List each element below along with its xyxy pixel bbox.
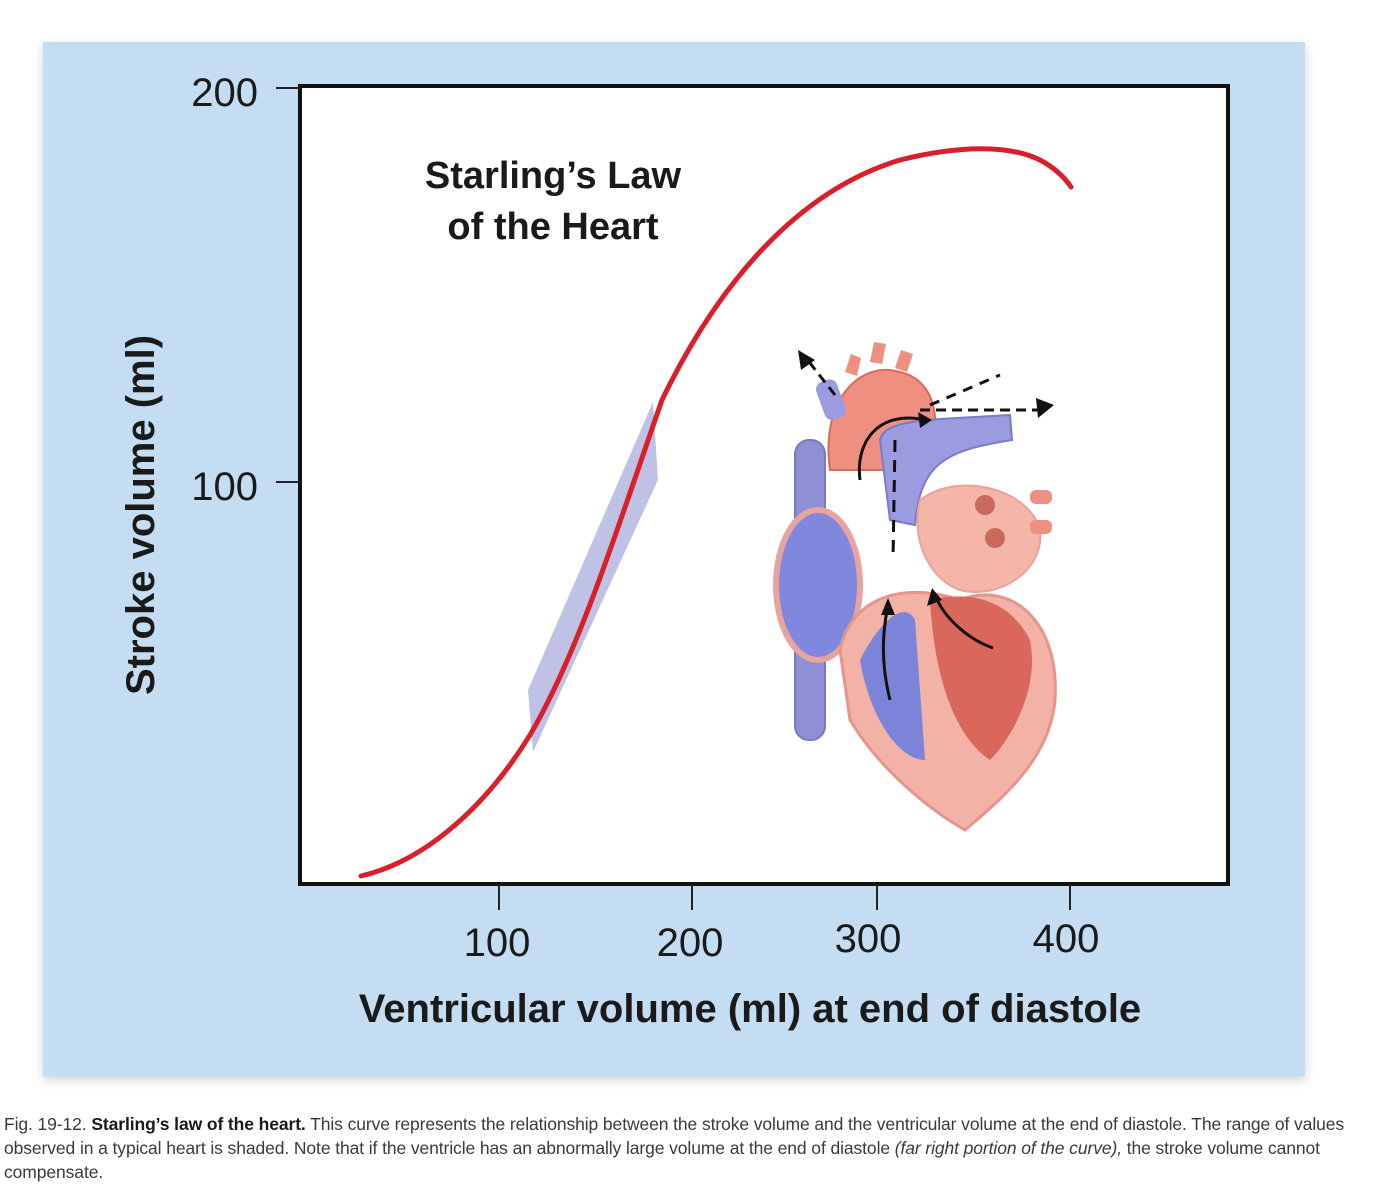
x-tick-400: 400 [1033,917,1100,961]
chart-title-line1: Starling’s Law [425,155,682,197]
x-axis-ticks [498,884,1071,910]
x-axis-label: Ventricular volume (ml) at end of diasto… [359,987,1141,1031]
heart-illustration-icon [773,342,1057,832]
y-axis-label: Stroke volume (ml) [119,335,163,695]
x-tick-200: 200 [657,921,724,965]
caption-fig-number: Fig. 19-12. [4,1114,87,1134]
chart-title-line2: of the Heart [447,206,658,248]
y-tick-200: 200 [191,71,258,115]
caption-text-part1: This curve represents the relationship b… [4,1114,1345,1158]
x-tick-300: 300 [835,917,902,961]
starling-chart: 200 100 100 200 300 400 Ventricular volu… [119,71,1230,1031]
caption-italic-part: (far right portion of the curve), [894,1138,1122,1158]
normal-range-shade [528,402,658,752]
x-tick-100: 100 [464,921,531,965]
starling-curve [358,146,1074,879]
caption-bold-title: Starling’s law of the heart. [91,1114,306,1134]
figure-caption: Fig. 19-12. Starling’s law of the heart.… [4,1112,1379,1184]
y-axis-ticks [276,87,300,483]
caption-text-part2: the stroke volume cannot compensate. [4,1138,1320,1182]
y-tick-100: 100 [191,465,258,509]
plot-area [298,84,1230,886]
